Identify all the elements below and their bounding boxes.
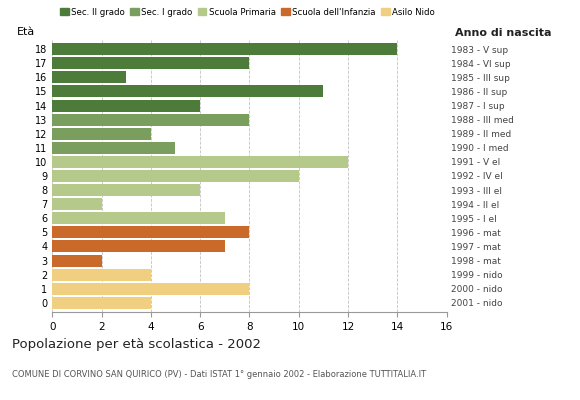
Bar bbox=[52, 86, 324, 98]
Bar bbox=[52, 226, 249, 238]
Bar bbox=[52, 156, 348, 168]
Text: Età: Età bbox=[17, 27, 35, 37]
Bar bbox=[52, 240, 225, 252]
Bar bbox=[52, 198, 102, 210]
Bar bbox=[52, 269, 151, 281]
Bar bbox=[52, 283, 249, 295]
Legend: Sec. II grado, Sec. I grado, Scuola Primaria, Scuola dell'Infanzia, Asilo Nido: Sec. II grado, Sec. I grado, Scuola Prim… bbox=[56, 4, 438, 20]
Bar bbox=[52, 254, 102, 266]
Bar bbox=[52, 212, 225, 224]
Bar bbox=[52, 57, 249, 69]
Bar bbox=[52, 184, 200, 196]
Bar bbox=[52, 43, 397, 55]
Bar bbox=[52, 128, 151, 140]
Bar bbox=[52, 297, 151, 309]
Bar bbox=[52, 142, 176, 154]
Text: COMUNE DI CORVINO SAN QUIRICO (PV) - Dati ISTAT 1° gennaio 2002 - Elaborazione T: COMUNE DI CORVINO SAN QUIRICO (PV) - Dat… bbox=[12, 370, 426, 379]
Bar bbox=[52, 170, 299, 182]
Text: Popolazione per età scolastica - 2002: Popolazione per età scolastica - 2002 bbox=[12, 338, 260, 351]
Bar bbox=[52, 100, 200, 112]
Bar bbox=[52, 114, 249, 126]
Bar bbox=[52, 71, 126, 83]
Text: Anno di nascita: Anno di nascita bbox=[455, 28, 552, 38]
